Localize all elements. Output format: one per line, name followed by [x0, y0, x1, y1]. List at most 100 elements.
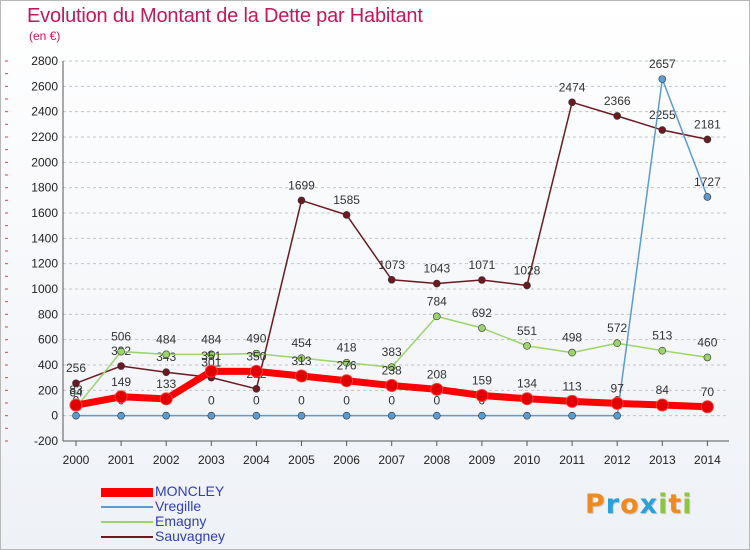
data-label-sauvagney: 256 — [66, 361, 86, 375]
chart-title: Evolution du Montant de la Dette par Hab… — [27, 5, 423, 27]
data-point-moncley — [340, 374, 354, 388]
data-label-emagny: 484 — [156, 332, 176, 346]
data-label-sauvagney: 301 — [201, 356, 221, 370]
data-point-moncley — [204, 364, 218, 378]
data-point-emagny — [478, 324, 486, 332]
y-tick-label: 0 — [51, 409, 58, 423]
data-label-moncley: 84 — [656, 383, 670, 397]
data-point-vregille — [252, 411, 261, 420]
data-label-moncley: 133 — [156, 377, 176, 391]
proxiti-logo: Proxiti — [585, 489, 693, 520]
x-tick-label: 2006 — [333, 453, 360, 467]
data-point-sauvagney — [162, 368, 170, 377]
data-label-moncley: 350 — [246, 349, 266, 363]
x-tick-label: 2005 — [288, 453, 315, 467]
data-label-moncley: 83 — [69, 383, 83, 397]
data-point-sauvagney — [478, 276, 486, 284]
data-point-sauvagney — [72, 379, 80, 388]
legend-swatch-vregille — [101, 506, 153, 508]
data-point-sauvagney — [613, 112, 622, 120]
logo-letter: o — [620, 489, 640, 520]
data-label-moncley: 238 — [382, 364, 402, 378]
logo-letter: r — [605, 489, 621, 520]
chart-unit: (en €) — [29, 29, 61, 43]
y-tick-label: 1200 — [31, 257, 58, 271]
data-point-moncley — [295, 369, 308, 383]
legend-swatch-sauvagney — [101, 536, 153, 538]
data-label-emagny: 784 — [427, 294, 447, 308]
data-point-moncley — [610, 396, 624, 410]
data-label-moncley: 208 — [427, 367, 447, 381]
x-tick-label: 2003 — [198, 453, 225, 467]
data-point-moncley — [114, 390, 128, 404]
y-tick-label: 800 — [38, 307, 58, 321]
data-point-emagny — [342, 358, 351, 367]
data-point-moncley — [700, 400, 714, 414]
data-point-vregille — [387, 411, 396, 420]
data-label-sauvagney: 1585 — [333, 193, 360, 207]
data-label-vregille: 0 — [298, 394, 305, 408]
data-point-moncley — [385, 379, 399, 393]
data-point-vregille — [342, 411, 351, 420]
data-point-emagny — [658, 346, 667, 355]
x-tick-label: 2000 — [63, 453, 90, 467]
y-tick-label: 1400 — [31, 231, 58, 245]
legend-label-vregille: Vregille — [155, 498, 202, 514]
data-point-vregille — [523, 411, 531, 420]
data-label-sauvagney: 1028 — [514, 263, 541, 277]
data-point-sauvagney — [387, 275, 396, 284]
data-label-emagny: 64 — [69, 386, 83, 400]
legend-swatch-moncley — [101, 488, 153, 497]
y-tick-label: 1800 — [31, 181, 58, 195]
logo-letter: t — [668, 489, 683, 520]
data-label-vregille: 0 — [208, 394, 215, 408]
data-point-emagny — [387, 363, 396, 371]
data-label-moncley: 159 — [472, 374, 492, 388]
data-label-moncley: 113 — [563, 379, 582, 393]
data-point-moncley — [565, 394, 579, 408]
data-point-vregille — [207, 411, 216, 420]
logo-letter: i — [682, 489, 693, 520]
y-tick-label: -200 — [34, 434, 58, 448]
data-label-emagny: 418 — [337, 341, 357, 355]
logo-letter: i — [658, 489, 669, 520]
data-label-sauvagney: 2181 — [694, 117, 721, 131]
data-label-moncley: 351 — [201, 349, 221, 363]
data-label-emagny: 490 — [246, 332, 266, 346]
data-point-emagny — [162, 350, 170, 359]
data-label-vregille: 1727 — [694, 175, 721, 189]
y-tick-label: 1600 — [31, 206, 58, 220]
data-label-moncley: 70 — [701, 385, 715, 399]
data-point-vregille — [162, 411, 170, 420]
data-point-vregille — [703, 193, 712, 201]
y-tick-label: 2800 — [31, 54, 58, 68]
data-point-emagny — [207, 350, 216, 359]
data-point-vregille — [297, 411, 306, 420]
data-point-emagny — [252, 349, 261, 358]
y-tick-label: 2400 — [31, 105, 58, 119]
data-label-emagny: 572 — [607, 321, 627, 335]
data-label-sauvagney: 2366 — [604, 94, 631, 108]
data-label-emagny: 383 — [382, 345, 402, 359]
logo-letter: x — [639, 489, 659, 520]
data-label-emagny: 454 — [291, 336, 311, 350]
data-point-sauvagney — [432, 279, 441, 288]
data-point-vregille — [658, 75, 667, 83]
data-point-vregille — [72, 411, 80, 420]
x-tick-label: 2013 — [649, 453, 676, 467]
data-point-vregille — [613, 411, 622, 420]
data-point-vregille — [117, 411, 125, 420]
data-point-vregille — [568, 411, 576, 420]
data-label-vregille: 0 — [343, 394, 350, 408]
data-point-sauvagney — [342, 211, 351, 219]
y-tick-label: 200 — [38, 383, 58, 397]
data-point-emagny — [297, 354, 306, 362]
y-tick-label: 1000 — [31, 282, 58, 296]
data-label-sauvagney: 1071 — [469, 258, 496, 272]
data-label-vregille: 0 — [433, 394, 440, 408]
x-tick-label: 2004 — [243, 453, 270, 467]
data-point-vregille — [478, 411, 486, 420]
x-tick-label: 2002 — [153, 453, 180, 467]
data-point-sauvagney — [252, 385, 261, 393]
